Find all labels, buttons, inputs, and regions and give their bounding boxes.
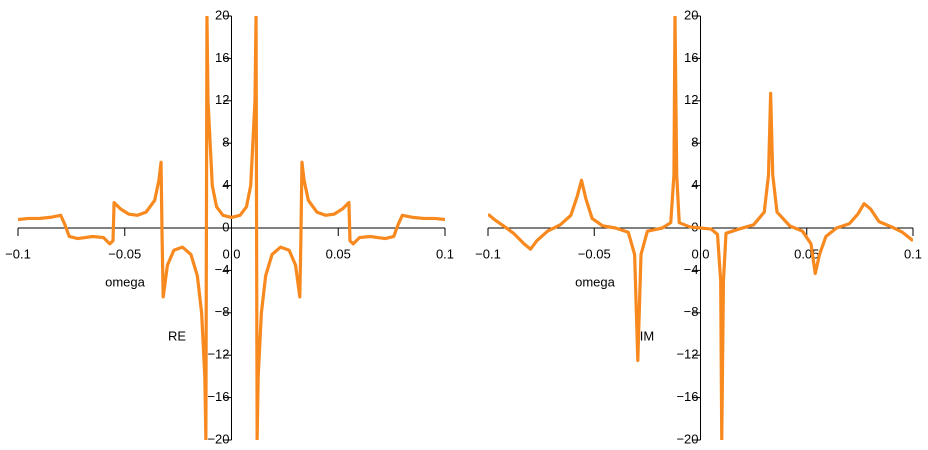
y-tick-label: 20	[684, 7, 698, 22]
y-tick-label: −16	[676, 389, 698, 404]
x-tick-label: −0.05	[578, 246, 611, 261]
y-tick-label: 12	[215, 92, 229, 107]
x-axis-label: omega	[575, 274, 616, 289]
series	[18, 16, 445, 440]
y-axis-label: IM	[640, 328, 654, 343]
x-axis-label: omega	[105, 274, 146, 289]
y-axis-label: RE	[168, 328, 186, 343]
x-tick-label: 0.1	[904, 246, 922, 261]
x-tick-label: −0.1	[475, 246, 501, 261]
data-line	[488, 16, 913, 440]
x-tick-label: 0.05	[326, 246, 351, 261]
y-tick-label: 16	[215, 50, 229, 65]
y-tick-label: −4	[684, 262, 699, 277]
x-tick-label: −0.05	[108, 246, 141, 261]
y-tick-label: −4	[215, 262, 230, 277]
x-tick-label: 0.0	[222, 246, 240, 261]
data-line	[18, 16, 445, 440]
y-tick-label: −8	[215, 304, 230, 319]
series	[488, 16, 913, 440]
y-tick-label: 4	[691, 177, 698, 192]
y-tick-label: 4	[222, 177, 229, 192]
plot: −0.1 −0.05 0.0 0.05 0.1201612840−4−8−12−16−2…	[475, 7, 922, 446]
y-tick-label: 8	[691, 135, 698, 150]
x-tick-label: 0.0	[691, 246, 709, 261]
y-tick-label: 12	[684, 92, 698, 107]
y-tick-label: −16	[207, 389, 229, 404]
x-tick-label: 0.05	[794, 246, 819, 261]
x-tick-label: −0.1	[5, 246, 31, 261]
y-tick-label: −8	[684, 304, 699, 319]
y-tick-label: −20	[207, 431, 229, 446]
y-tick-label: −12	[676, 347, 698, 362]
y-tick-label: 16	[684, 50, 698, 65]
y-tick-label: −12	[207, 347, 229, 362]
plot: −0.1 −0.05 0.0 0.05 0.1 20 16 12 8 4 0 −4 −8 −12 −16 −2…	[5, 7, 454, 446]
y-tick-label: 8	[222, 135, 229, 150]
y-tick-label: −20	[676, 431, 698, 446]
y-tick-label: 0	[222, 219, 229, 234]
x-tick-label: 0.1	[436, 246, 454, 261]
y-tick-label: 20	[215, 7, 229, 22]
